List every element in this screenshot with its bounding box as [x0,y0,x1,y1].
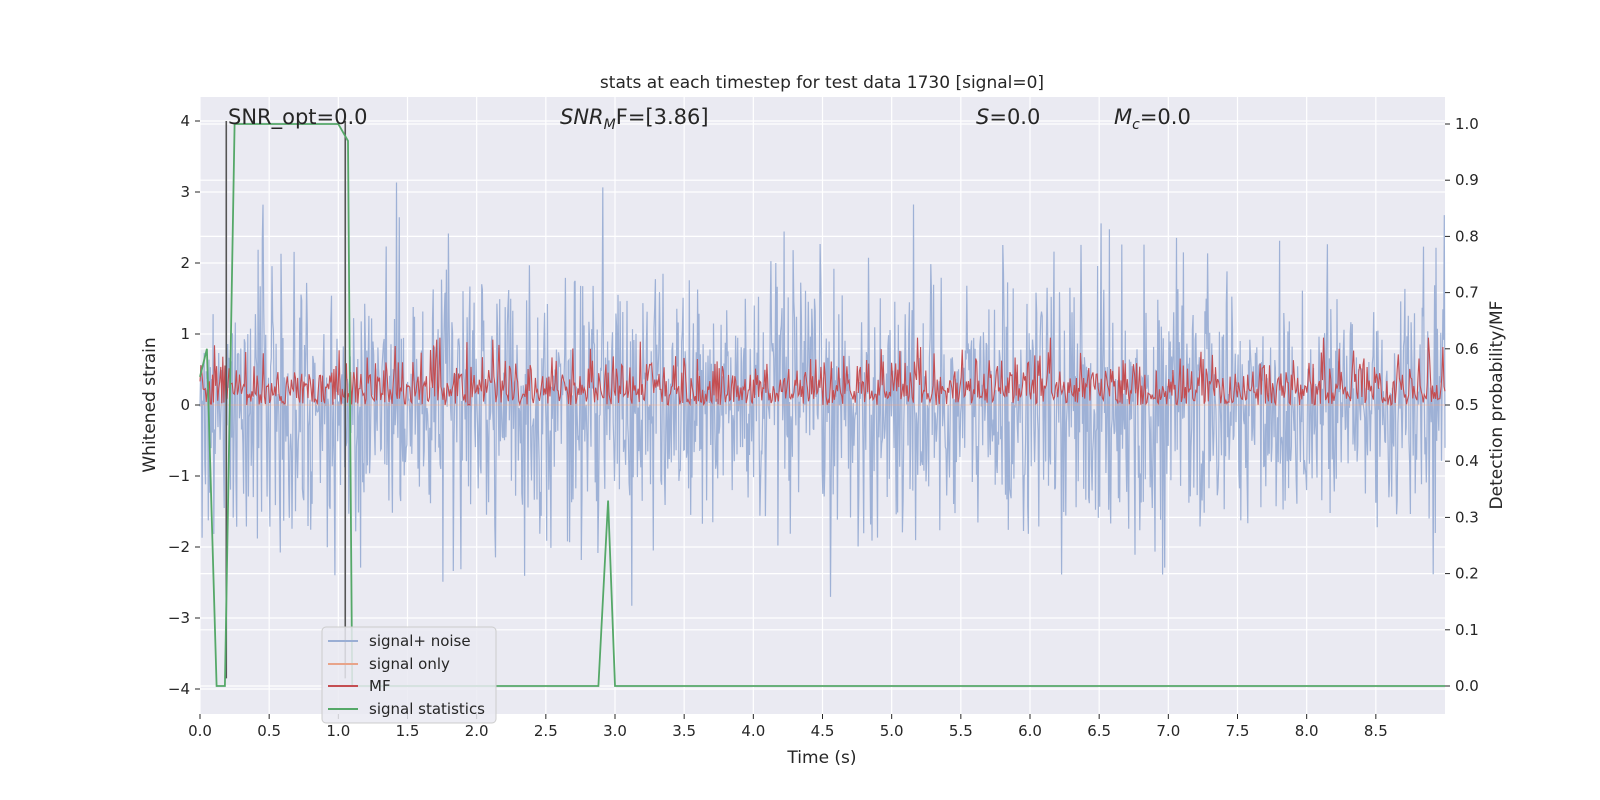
mf-series [199,337,1446,407]
y-axis-label-left: Whitened strain [140,337,160,472]
chart-title: stats at each timestep for test data 173… [600,73,1044,93]
y-tick-label-left: −3 [168,609,190,627]
x-tick-label: 6.0 [1018,722,1042,740]
y-tick-label-left: −2 [168,538,190,556]
x-tick-label: 2.0 [465,722,489,740]
y-tick-label-right: 0.0 [1455,677,1479,695]
x-tick-label: 0.0 [188,722,212,740]
annotation-mc-sub: c [1132,117,1140,133]
y-tick-label-right: 0.6 [1455,340,1479,358]
annotation-mc: Mc=0.0 [1114,105,1191,133]
x-tick-label: 8.0 [1295,722,1319,740]
x-tick-label: 0.5 [257,722,281,740]
x-axis-label: Time (s) [786,748,856,768]
mf-line [199,337,1446,407]
y-tick-label-right: 0.8 [1455,227,1479,245]
x-tick-label: 1.5 [396,722,420,740]
x-tick-label: 1.0 [326,722,350,740]
x-tick-label: 6.5 [1087,722,1111,740]
y-tick-label-left: 4 [180,112,190,130]
legend-label-signal-only: signal only [369,655,450,673]
x-tick-label: 5.5 [949,722,973,740]
x-tick-label: 2.5 [534,722,558,740]
y-axis-label-right: Detection probability/MF [1487,301,1507,510]
signal-noise-series [199,182,1446,606]
annotation-s: S=0.0 [976,105,1040,129]
x-tick-label: 3.5 [672,722,696,740]
y-tick-label-left: 3 [180,183,190,201]
y-tick-label-right: 0.2 [1455,565,1479,583]
y-tick-label-right: 0.7 [1455,284,1479,302]
y-tick-label-right: 0.5 [1455,396,1479,414]
signal-statistics-series [199,123,1445,687]
y-tick-label-right: 0.3 [1455,508,1479,526]
annotation-snr-mf-sub: M [604,117,616,133]
axis-ticks: 0.0 0.5 1.0 1.5 2.0 2.5 3.0 3.5 4.0 4.5 5.0 5.5 6.0 6… [168,112,1479,740]
legend-label-signal-noise: signal+ noise [369,632,471,650]
x-tick-label: 8.5 [1364,722,1388,740]
legend-box [321,626,497,724]
y-tick-label-right: 1.0 [1455,115,1479,133]
y-tick-label-left: 0 [180,396,190,414]
legend: signal+ noise signal only MF signal stat… [321,626,497,724]
annotation-snr-opt: SNR_opt=0.0 [228,105,368,130]
annotation-snr-mf: SNRMF=[3.86] [560,105,709,133]
x-tick-label: 4.0 [741,722,765,740]
signal-statistics-line [199,123,1445,687]
legend-label-mf: MF [369,677,391,695]
annotation-snr-mf-rest: F=[3.86] [616,105,709,129]
y-tick-label-left: −4 [168,680,190,698]
y-tick-label-left: −1 [168,467,190,485]
annotation-mc-rest: =0.0 [1140,105,1191,129]
y-tick-label-right: 0.9 [1455,171,1479,189]
y-tick-label-left: 1 [180,325,190,343]
y-tick-label-right: 0.1 [1455,621,1479,639]
x-tick-label: 3.0 [603,722,627,740]
annotation-snr-mf-main: SNR [560,105,604,129]
x-tick-label: 4.5 [811,722,835,740]
annotation-s-main: S [976,105,989,129]
y-tick-label-left: 2 [180,254,190,272]
legend-label-signal-statistics: signal statistics [369,700,485,718]
annotation-mc-main: M [1114,105,1132,129]
annotation-s-rest: =0.0 [989,105,1040,129]
x-tick-label: 7.5 [1226,722,1250,740]
x-tick-label: 5.0 [880,722,904,740]
y-tick-label-right: 0.4 [1455,452,1479,470]
x-tick-label: 7.0 [1156,722,1180,740]
signal-noise-line [199,182,1446,606]
